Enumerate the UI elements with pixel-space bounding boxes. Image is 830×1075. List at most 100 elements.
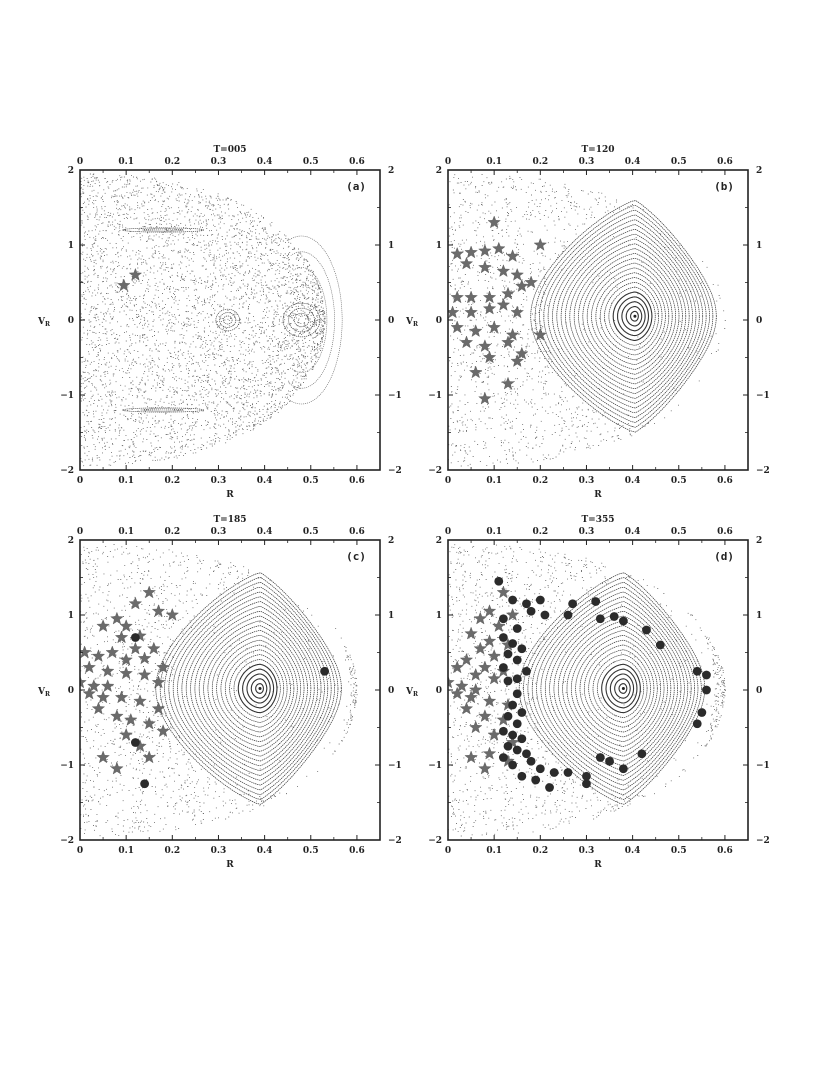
star-marker (128, 596, 143, 610)
background-points (80, 544, 358, 837)
invariant-curve (599, 277, 663, 356)
invariant-curve (573, 248, 683, 385)
dot-marker (618, 616, 628, 626)
fixed-point (258, 687, 262, 690)
plot-area (448, 174, 726, 467)
invariant-curve (523, 577, 702, 800)
star-marker (464, 290, 478, 304)
star-marker (105, 645, 120, 659)
dot-marker (697, 708, 707, 717)
y-tick-label: −1 (60, 761, 74, 771)
dot-marker (140, 779, 150, 789)
star-marker (128, 641, 143, 655)
invariant-curve (198, 620, 308, 757)
x-tick-label: 0 (77, 846, 83, 856)
dot-marker (618, 764, 628, 774)
star-marker (119, 727, 133, 741)
invariant-curve (569, 243, 687, 390)
star-marker (501, 376, 515, 390)
dot-marker (494, 576, 504, 586)
dot-marker (503, 649, 513, 659)
island-curve (122, 227, 205, 233)
star-marker (482, 350, 497, 364)
fixed-point (621, 687, 625, 690)
invariant-curve (540, 596, 689, 781)
island-curve (219, 312, 237, 328)
star-marker (142, 716, 156, 730)
x-tick-label: 0.4 (257, 476, 273, 486)
star-marker (464, 626, 478, 640)
island-curve (282, 302, 321, 338)
star-marker (80, 645, 92, 659)
star-marker (110, 761, 124, 775)
x-tick-label: 0.3 (579, 846, 595, 856)
star-marker (91, 701, 106, 715)
invariant-curve (583, 644, 655, 733)
star-marker (100, 679, 115, 692)
y-tick-label: 2 (436, 166, 442, 176)
y-axis-label-subscript: R (45, 691, 51, 698)
invariant-curve (552, 224, 700, 409)
dot-marker (320, 666, 330, 676)
invariant-curve (562, 620, 672, 757)
dot-marker (508, 595, 518, 605)
dot-marker (582, 779, 591, 789)
invariant-curve (618, 683, 628, 694)
dot-marker (609, 612, 619, 621)
star-marker (459, 335, 474, 349)
x-tick-label-top: 0.1 (486, 527, 502, 537)
star-marker (482, 301, 497, 315)
dot-marker (563, 768, 573, 777)
panel-c: 0 0 0.1 0.1 0.2 0.2 0.3 0.3 0.4 0.4 0.5 0.5 0.6 0.6 2 2… (37, 515, 402, 870)
star-marker (478, 391, 492, 405)
dot-marker (512, 745, 522, 755)
x-tick-label-top: 0.5 (303, 157, 319, 167)
panel-label: (d) (714, 550, 734, 563)
y-axis-label: VR (405, 687, 419, 698)
y-tick-label-right: 1 (756, 241, 762, 251)
invariant-curve (596, 659, 645, 718)
x-tick-label-top: 0.3 (579, 527, 595, 537)
panel-title: T=005 (213, 145, 246, 155)
invariant-curve (566, 625, 668, 752)
invariant-curve (617, 296, 650, 337)
dot-marker (503, 676, 513, 686)
invariant-curve (155, 572, 342, 805)
y-tick-label-right: 0 (756, 316, 762, 326)
dot-marker (498, 614, 508, 624)
x-tick-label: 0.3 (579, 476, 595, 486)
y-tick-label-right: −1 (388, 761, 402, 771)
y-tick-label: 1 (436, 241, 442, 251)
dot-marker (517, 644, 527, 654)
invariant-curve (609, 673, 635, 704)
star-marker (464, 750, 478, 764)
dot-marker (702, 670, 711, 680)
dot-marker (531, 775, 541, 785)
star-marker (450, 290, 464, 304)
x-tick-label-top: 0 (77, 527, 83, 537)
invariant-curve (612, 291, 653, 342)
dot-marker (522, 599, 531, 609)
y-tick-label: 2 (68, 536, 74, 546)
x-axis-label: R (594, 490, 602, 500)
dot-marker (595, 614, 605, 624)
invariant-curve (591, 267, 670, 365)
x-tick-label: 0.5 (671, 846, 687, 856)
separatrix-curve (292, 267, 328, 373)
star-marker (487, 320, 501, 334)
invariant-curve (543, 214, 707, 419)
plot-frame (79, 169, 381, 471)
panel-a: 0 0 0.1 0.1 0.2 0.2 0.3 0.3 0.4 0.4 0.5 0.5 0.6 0.6 2 2… (37, 145, 402, 500)
star-marker (487, 671, 501, 685)
dot-marker (642, 625, 651, 635)
plot-area (448, 544, 726, 837)
invariant-curve (601, 663, 641, 714)
invariant-curve (592, 654, 648, 723)
y-axis-label-subscript: R (45, 321, 51, 328)
island-curve (293, 312, 310, 328)
x-tick-label: 0.3 (211, 476, 227, 486)
dot-marker (591, 597, 601, 606)
y-tick-label-right: 1 (388, 611, 394, 621)
dot-marker (517, 734, 527, 744)
star-marker (505, 607, 520, 621)
